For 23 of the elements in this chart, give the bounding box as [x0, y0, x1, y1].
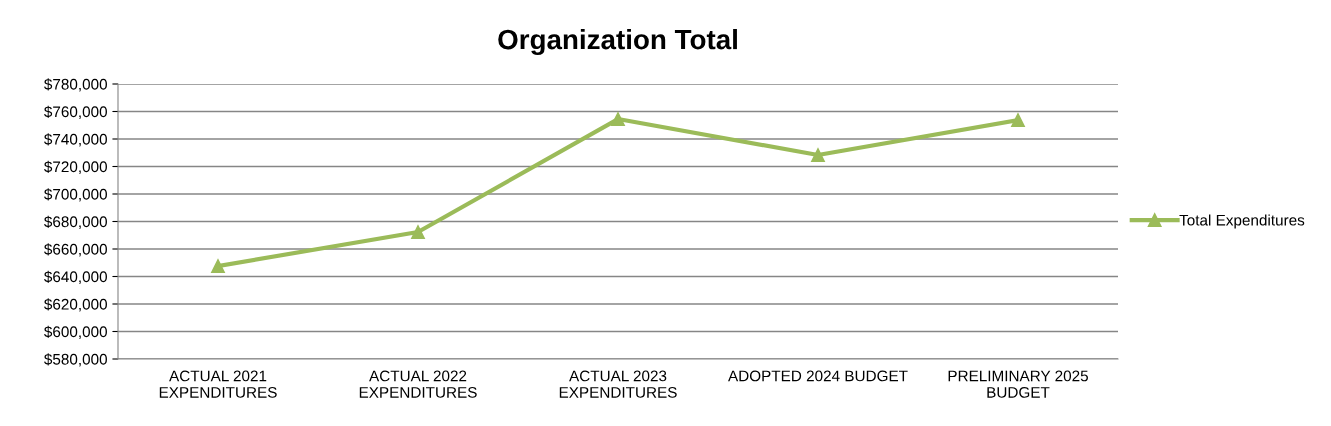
y-tick-label: $780,000 [44, 78, 107, 92]
y-tick-label: $660,000 [44, 243, 107, 257]
y-tick-label: $580,000 [44, 353, 107, 367]
y-tick-label: $680,000 [44, 215, 107, 229]
x-tick-label: ACTUAL 2023 EXPENDITURES [559, 370, 677, 398]
legend-label: Total Expenditures [1179, 214, 1305, 229]
x-tick-label: ACTUAL 2021 EXPENDITURES [159, 370, 277, 398]
point [211, 259, 225, 273]
chart-title: Organization Total [498, 28, 737, 56]
point [611, 112, 625, 127]
point [811, 148, 825, 162]
y-tick-label: $720,000 [44, 160, 107, 174]
y-tick-label: $740,000 [44, 133, 107, 147]
y-tick-label: $600,000 [44, 325, 107, 339]
x-tick-label: ADOPTED 2024 BUDGET [728, 370, 908, 382]
point [1011, 113, 1025, 127]
x-tick-label: ACTUAL 2022 EXPENDITURES [359, 370, 477, 398]
y-tick-label: $700,000 [44, 188, 107, 202]
y-tick-label: $640,000 [44, 270, 107, 284]
point [411, 225, 425, 239]
x-tick-label: PRELIMINARY 2025 BUDGET [948, 370, 1088, 398]
y-tick-label: $620,000 [44, 298, 107, 312]
y-tick-label: $760,000 [44, 105, 107, 119]
